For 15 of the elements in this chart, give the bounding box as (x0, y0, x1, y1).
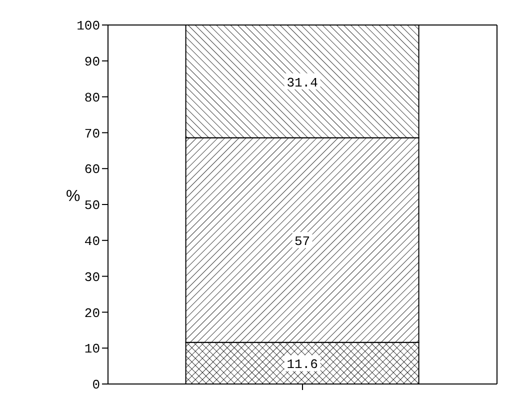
y-tick-label: 60 (84, 162, 100, 178)
y-tick-label: 100 (76, 18, 100, 34)
y-tick-label: 10 (84, 342, 100, 357)
y-tick-label: 20 (84, 306, 100, 321)
y-tick-label: 30 (84, 270, 100, 285)
y-tick-label: 0 (92, 378, 100, 393)
y-tick-label: 40 (84, 234, 100, 250)
y-tick-label: 90 (84, 54, 100, 70)
y-tick-label: 50 (84, 198, 100, 214)
data-label: 11.6 (286, 357, 318, 372)
data-label: 57 (294, 234, 310, 250)
y-tick-label: 80 (84, 90, 100, 106)
y-axis-title: % (66, 188, 80, 206)
y-tick-label: 70 (84, 126, 100, 142)
data-label: 31.4 (286, 75, 318, 90)
